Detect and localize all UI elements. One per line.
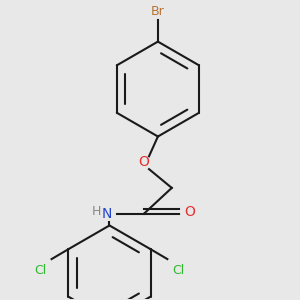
- Text: H: H: [92, 205, 102, 218]
- Text: Cl: Cl: [172, 264, 184, 277]
- Text: O: O: [184, 205, 196, 219]
- Text: N: N: [102, 207, 112, 220]
- Text: Cl: Cl: [34, 264, 46, 277]
- Text: O: O: [139, 155, 149, 169]
- Text: Br: Br: [151, 5, 165, 18]
